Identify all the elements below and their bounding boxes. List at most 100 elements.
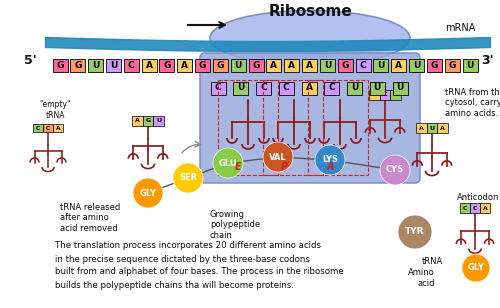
Text: A: A bbox=[326, 162, 334, 172]
FancyBboxPatch shape bbox=[462, 59, 477, 71]
FancyBboxPatch shape bbox=[374, 59, 388, 71]
FancyBboxPatch shape bbox=[416, 123, 426, 133]
Text: A: A bbox=[270, 60, 278, 70]
Text: U: U bbox=[110, 60, 117, 70]
FancyBboxPatch shape bbox=[233, 82, 248, 95]
Text: G: G bbox=[342, 60, 349, 70]
FancyBboxPatch shape bbox=[338, 59, 352, 71]
FancyBboxPatch shape bbox=[143, 116, 153, 126]
Text: C: C bbox=[128, 60, 134, 70]
FancyBboxPatch shape bbox=[470, 203, 480, 213]
Text: GLU: GLU bbox=[218, 159, 238, 168]
FancyBboxPatch shape bbox=[380, 90, 390, 100]
FancyBboxPatch shape bbox=[356, 59, 370, 71]
Text: A: A bbox=[56, 125, 60, 131]
FancyBboxPatch shape bbox=[52, 59, 68, 71]
FancyBboxPatch shape bbox=[347, 82, 362, 95]
Text: G: G bbox=[393, 92, 398, 98]
Text: C: C bbox=[46, 125, 50, 131]
Text: C: C bbox=[328, 83, 335, 92]
Text: VAL: VAL bbox=[269, 152, 287, 161]
FancyBboxPatch shape bbox=[324, 82, 339, 95]
FancyBboxPatch shape bbox=[444, 59, 460, 71]
FancyBboxPatch shape bbox=[480, 203, 490, 213]
Text: The translation process incorporates 20 different amino acids: The translation process incorporates 20 … bbox=[55, 241, 321, 250]
Text: C: C bbox=[214, 83, 222, 92]
Text: U: U bbox=[377, 60, 384, 70]
Ellipse shape bbox=[210, 10, 410, 66]
Text: U: U bbox=[413, 60, 420, 70]
Circle shape bbox=[263, 142, 293, 172]
Text: G: G bbox=[430, 60, 438, 70]
Text: tRNA released
after amino
acid removed: tRNA released after amino acid removed bbox=[60, 203, 120, 233]
Circle shape bbox=[380, 155, 410, 185]
Text: tRNA: tRNA bbox=[422, 257, 442, 266]
FancyBboxPatch shape bbox=[409, 59, 424, 71]
Text: mRNA: mRNA bbox=[445, 23, 475, 33]
Text: E: E bbox=[234, 162, 242, 172]
FancyBboxPatch shape bbox=[460, 203, 470, 213]
Text: C: C bbox=[36, 125, 40, 131]
Text: G: G bbox=[252, 60, 260, 70]
FancyBboxPatch shape bbox=[427, 59, 442, 71]
Circle shape bbox=[398, 215, 432, 249]
Circle shape bbox=[315, 145, 345, 175]
FancyBboxPatch shape bbox=[213, 59, 228, 71]
Text: U: U bbox=[351, 83, 358, 92]
Text: U: U bbox=[156, 119, 161, 124]
Text: built from and alphabet of four bases. The process in the ribosome: built from and alphabet of four bases. T… bbox=[55, 268, 344, 277]
Text: CYS: CYS bbox=[386, 165, 404, 175]
FancyBboxPatch shape bbox=[391, 59, 406, 71]
FancyBboxPatch shape bbox=[160, 59, 174, 71]
FancyBboxPatch shape bbox=[369, 90, 380, 100]
FancyBboxPatch shape bbox=[43, 124, 53, 132]
Text: TYR: TYR bbox=[405, 228, 425, 237]
Text: G: G bbox=[74, 60, 82, 70]
Text: G: G bbox=[164, 60, 170, 70]
FancyBboxPatch shape bbox=[302, 59, 317, 71]
FancyBboxPatch shape bbox=[124, 59, 139, 71]
Text: A: A bbox=[395, 60, 402, 70]
FancyBboxPatch shape bbox=[427, 123, 437, 133]
Bar bbox=[308, 80, 368, 175]
Text: in the precise sequence dictated by the three-base codons: in the precise sequence dictated by the … bbox=[55, 254, 310, 264]
Text: U: U bbox=[324, 60, 331, 70]
FancyBboxPatch shape bbox=[142, 59, 156, 71]
FancyBboxPatch shape bbox=[106, 59, 121, 71]
Text: Anticodon: Anticodon bbox=[457, 193, 499, 202]
Text: Ribosome: Ribosome bbox=[268, 5, 352, 19]
Text: 3': 3' bbox=[482, 54, 494, 67]
Text: U: U bbox=[430, 125, 434, 131]
Text: U: U bbox=[237, 83, 244, 92]
FancyBboxPatch shape bbox=[390, 90, 401, 100]
Text: U: U bbox=[374, 83, 381, 92]
FancyBboxPatch shape bbox=[248, 59, 264, 71]
Bar bbox=[263, 80, 323, 175]
FancyBboxPatch shape bbox=[154, 116, 164, 126]
Text: A: A bbox=[306, 60, 313, 70]
Text: "empty"
tRNA: "empty" tRNA bbox=[39, 100, 71, 120]
Text: 5': 5' bbox=[24, 54, 36, 67]
Text: GLY: GLY bbox=[140, 188, 156, 197]
Text: U: U bbox=[234, 60, 242, 70]
Circle shape bbox=[213, 148, 243, 178]
Text: A: A bbox=[182, 60, 188, 70]
Text: G: G bbox=[216, 60, 224, 70]
Text: builds the polypeptide chains tha will become proteins.: builds the polypeptide chains tha will b… bbox=[55, 281, 294, 290]
Text: U: U bbox=[92, 60, 100, 70]
Text: A: A bbox=[483, 205, 488, 210]
Text: C: C bbox=[462, 205, 467, 210]
Text: A: A bbox=[135, 119, 140, 124]
Text: A: A bbox=[419, 125, 424, 131]
FancyBboxPatch shape bbox=[392, 82, 407, 95]
Text: LYS: LYS bbox=[322, 156, 338, 164]
Text: G: G bbox=[56, 60, 64, 70]
FancyBboxPatch shape bbox=[210, 82, 226, 95]
Text: SER: SER bbox=[179, 173, 197, 183]
Text: GLY: GLY bbox=[468, 264, 484, 273]
FancyBboxPatch shape bbox=[34, 124, 43, 132]
Text: C: C bbox=[360, 60, 366, 70]
Text: tRNA from the
cytosol, carrying
amino acids.: tRNA from the cytosol, carrying amino ac… bbox=[445, 88, 500, 118]
Text: G: G bbox=[199, 60, 206, 70]
Text: A: A bbox=[288, 60, 295, 70]
